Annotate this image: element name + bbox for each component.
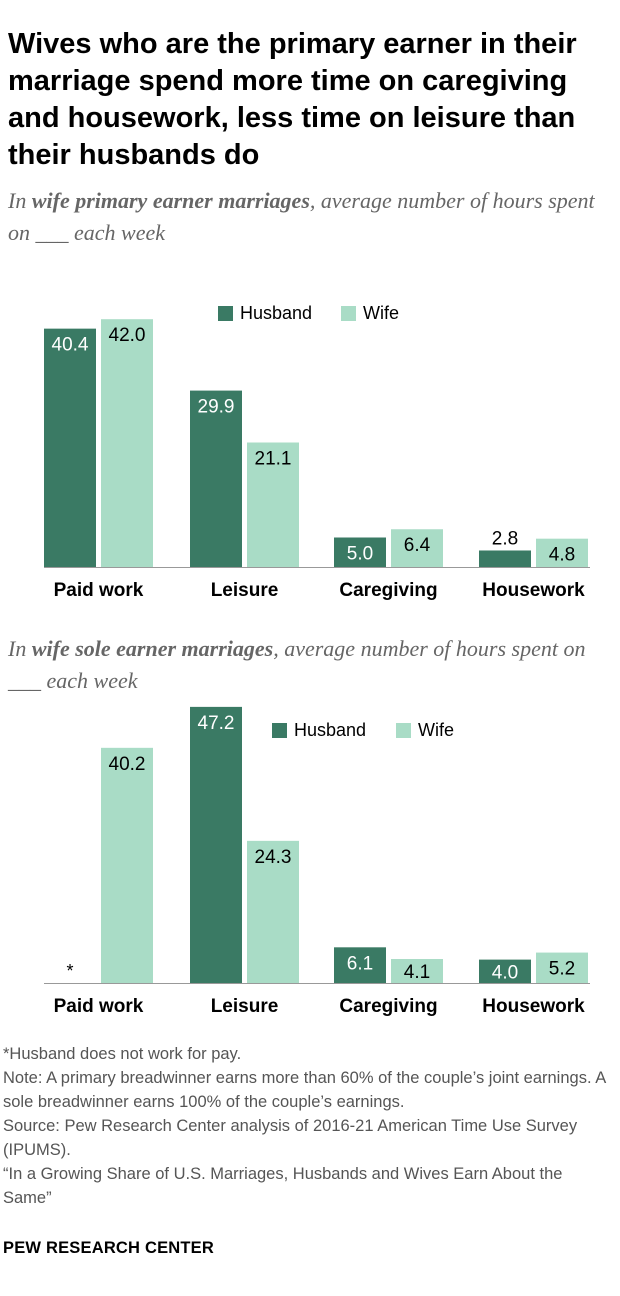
category-label-paid-work: Paid work	[54, 996, 144, 1017]
chart-2-sole-earner: Husband Wife * 40.2 Paid work 47.2 24.3 Leisure…	[44, 706, 590, 1017]
legend-label-wife: Wife	[418, 720, 454, 740]
subtitle-emphasis: wife sole earner marriages	[31, 636, 274, 661]
chart-title: Wives who are the primary earner in thei…	[8, 28, 577, 171]
value-label-caregiving-husband: 5.0	[347, 544, 373, 565]
value-label-housework-husband: 4.0	[492, 962, 518, 983]
value-label-caregiving-husband: 6.1	[347, 953, 373, 974]
legend-swatch-wife	[396, 723, 411, 738]
bar-leisure-wife	[247, 442, 299, 567]
value-label-housework-wife: 4.8	[549, 545, 575, 566]
bar-paid-work-wife	[101, 319, 153, 567]
category-label-housework: Housework	[482, 996, 585, 1017]
bar-leisure-husband	[190, 390, 242, 567]
footnote-report: “In a Growing Share of U.S. Marriages, H…	[3, 1165, 563, 1207]
value-label-leisure-wife: 24.3	[255, 847, 292, 868]
category-label-paid-work: Paid work	[54, 580, 144, 601]
chart-1-primary-earner: Husband Wife 40.4 42.0 Paid work 29.9 21.1 Leis…	[44, 303, 590, 601]
bar-paid-work-wife	[101, 747, 153, 983]
value-label-housework-wife: 5.2	[549, 959, 575, 980]
chart-2-subtitle: In wife sole earner marriages, average n…	[8, 633, 608, 697]
bar-caregiving-wife	[391, 959, 443, 983]
value-label-leisure-husband: 29.9	[198, 397, 235, 418]
subtitle-prefix: In	[8, 636, 32, 661]
value-label-paid-work-wife: 40.2	[109, 754, 146, 775]
category-label-caregiving: Caregiving	[339, 580, 437, 601]
chart-1-subtitle: In wife primary earner marriages, averag…	[8, 185, 608, 249]
bar-housework-wife	[536, 952, 588, 983]
value-label-leisure-husband: 47.2	[198, 713, 235, 734]
legend-label-wife: Wife	[363, 303, 399, 323]
footnotes: *Husband does not work for pay. Note: A …	[3, 1042, 615, 1210]
category-label-leisure: Leisure	[211, 996, 279, 1017]
legend-label-husband: Husband	[294, 720, 366, 740]
legend-swatch-wife	[341, 306, 356, 321]
bar-caregiving-husband	[334, 537, 386, 567]
brand-footer: PEW RESEARCH CENTER	[3, 1239, 214, 1257]
subtitle-emphasis: wife primary earner marriages	[31, 188, 310, 213]
bar-housework-husband	[479, 959, 531, 983]
bar-leisure-wife	[247, 840, 299, 983]
bar-housework-wife	[536, 538, 588, 567]
value-label-caregiving-wife: 6.4	[404, 535, 431, 556]
value-label-caregiving-wife: 4.1	[404, 962, 430, 983]
category-label-housework: Housework	[482, 580, 585, 601]
value-label-leisure-wife: 21.1	[255, 449, 292, 470]
value-label-paid-work-husband: 40.4	[52, 335, 89, 356]
bar-caregiving-husband	[334, 947, 386, 983]
value-label-paid-work-wife: 42.0	[109, 325, 146, 346]
footnote-asterisk: *Husband does not work for pay.	[3, 1045, 242, 1063]
category-label-caregiving: Caregiving	[339, 996, 437, 1017]
bar-leisure-husband	[190, 706, 242, 983]
subtitle-prefix: In	[8, 188, 32, 213]
value-label-housework-husband: 2.8	[492, 528, 518, 549]
bar-caregiving-wife	[391, 529, 443, 567]
footnote-source: Source: Pew Research Center analysis of …	[3, 1117, 578, 1159]
legend-swatch-husband	[218, 306, 233, 321]
legend-label-husband: Husband	[240, 303, 312, 323]
category-label-leisure: Leisure	[211, 580, 279, 601]
bar-paid-work-husband	[44, 328, 96, 567]
subtitle-suffix: , average number of hours spent on ___ e…	[8, 188, 595, 245]
footnote-note: Note: A primary breadwinner earns more t…	[3, 1069, 606, 1111]
legend-swatch-husband	[272, 723, 287, 738]
bar-housework-husband	[479, 550, 531, 567]
subtitle-suffix: , average number of hours spent on ___ e…	[8, 636, 586, 693]
value-label-paid-work-husband: *	[66, 961, 73, 981]
